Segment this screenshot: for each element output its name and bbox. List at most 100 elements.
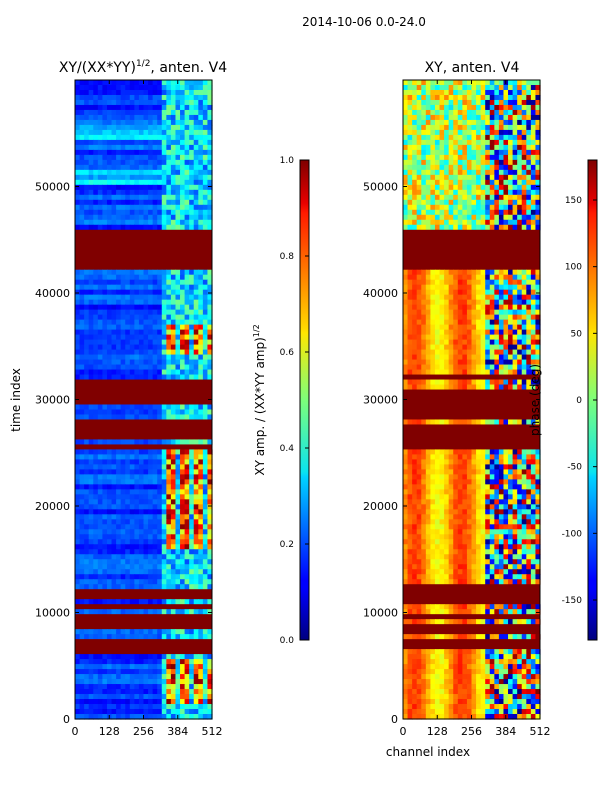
phase-cell <box>457 164 463 171</box>
phase-cell <box>448 269 454 276</box>
phase-cell <box>466 319 473 326</box>
phase-cell <box>425 479 431 485</box>
phase-cell <box>508 159 514 166</box>
amplitude-cell <box>125 499 131 505</box>
amplitude-cell <box>166 344 172 351</box>
phase-cell <box>466 154 473 161</box>
amplitude-cell <box>175 269 181 276</box>
amplitude-cell <box>138 339 145 346</box>
phase-cell <box>421 214 427 221</box>
amplitude-cell <box>143 324 149 331</box>
amplitude-cell <box>102 709 108 715</box>
amplitude-cell <box>202 164 209 171</box>
amplitude-cell <box>129 584 135 590</box>
phase-cell <box>503 474 509 480</box>
phase-cell <box>494 189 500 196</box>
amplitude-cell <box>106 704 113 710</box>
amplitude-cell <box>193 349 199 356</box>
amplitude-ytick-label: 30000 <box>35 394 70 407</box>
phase-cell <box>448 464 454 470</box>
amplitude-cell <box>184 609 190 615</box>
phase-cell <box>498 89 505 96</box>
amplitude-cell <box>129 139 135 146</box>
amplitude-cell <box>102 519 108 525</box>
amplitude-cell <box>143 659 149 665</box>
phase-cell <box>485 304 491 311</box>
amplitude-cell <box>125 169 131 176</box>
phase-cell <box>517 149 523 156</box>
amplitude-cell <box>129 319 135 326</box>
amplitude-cell <box>143 494 149 500</box>
amplitude-cell <box>175 299 181 306</box>
phase-cell <box>457 314 463 321</box>
amplitude-cell <box>129 329 135 336</box>
amplitude-cell <box>120 339 126 346</box>
amplitude-cell <box>184 654 190 660</box>
amplitude-cell <box>125 174 131 181</box>
phase-cell <box>521 214 527 221</box>
amplitude-cell <box>129 559 135 565</box>
amplitude-cell <box>79 279 85 286</box>
amplitude-cell <box>157 159 163 166</box>
amplitude-cell <box>166 199 172 206</box>
phase-cell <box>498 359 505 366</box>
amplitude-cell <box>102 104 108 111</box>
phase-cell <box>412 154 418 161</box>
amplitude-cell <box>75 334 81 341</box>
phase-cell <box>535 344 541 351</box>
amplitude-cell <box>125 304 131 311</box>
amplitude-cell <box>129 214 135 221</box>
phase-cell <box>453 209 459 216</box>
amplitude-cell <box>75 599 81 605</box>
amplitude-cell <box>207 439 213 446</box>
phase-cell <box>425 464 431 470</box>
amplitude-cell <box>106 539 113 545</box>
amplitude-cell <box>111 574 117 580</box>
phase-cell <box>530 89 537 96</box>
phase-cell <box>448 364 454 371</box>
phase-cell <box>494 80 500 86</box>
amplitude-cell <box>170 369 177 376</box>
phase-flag-row <box>403 254 540 261</box>
phase-cell <box>403 339 409 346</box>
phase-cell <box>526 369 532 376</box>
phase-cell <box>416 279 422 286</box>
phase-cell <box>521 219 527 226</box>
phase-cell <box>430 199 436 206</box>
phase-cell <box>412 124 418 131</box>
amplitude-cell <box>93 214 99 221</box>
phase-cell <box>462 119 468 126</box>
amplitude-cell <box>79 584 85 590</box>
amplitude-cell <box>111 149 117 156</box>
amplitude-cell <box>138 364 145 371</box>
amplitude-cell <box>84 414 90 421</box>
amplitude-cell <box>170 184 177 191</box>
amplitude-colorbar-tick-label: 0.8 <box>280 252 295 262</box>
phase-cell <box>403 304 409 311</box>
amplitude-cell <box>207 564 213 570</box>
amplitude-cell <box>97 169 103 176</box>
phase-cell <box>457 179 463 186</box>
amplitude-cell <box>157 224 163 231</box>
phase-cell <box>421 209 427 216</box>
phase-cell <box>462 299 468 306</box>
amplitude-cell <box>106 699 113 705</box>
phase-cell <box>466 284 473 291</box>
amplitude-cell <box>207 224 213 231</box>
amplitude-cell <box>93 404 99 411</box>
amplitude-cell <box>79 334 85 341</box>
amplitude-cell <box>193 109 199 116</box>
amplitude-cell <box>193 514 199 520</box>
phase-cell <box>508 334 514 341</box>
amplitude-cell <box>161 169 167 176</box>
phase-cell <box>416 449 422 456</box>
amplitude-cell <box>180 549 186 555</box>
amplitude-cell <box>93 194 99 201</box>
phase-cell <box>425 169 431 176</box>
amplitude-cell <box>166 664 172 670</box>
amplitude-cell <box>116 134 122 141</box>
phase-cell <box>462 129 468 136</box>
phase-cell <box>430 219 436 226</box>
amplitude-cell <box>75 189 81 196</box>
phase-cell <box>457 459 463 465</box>
